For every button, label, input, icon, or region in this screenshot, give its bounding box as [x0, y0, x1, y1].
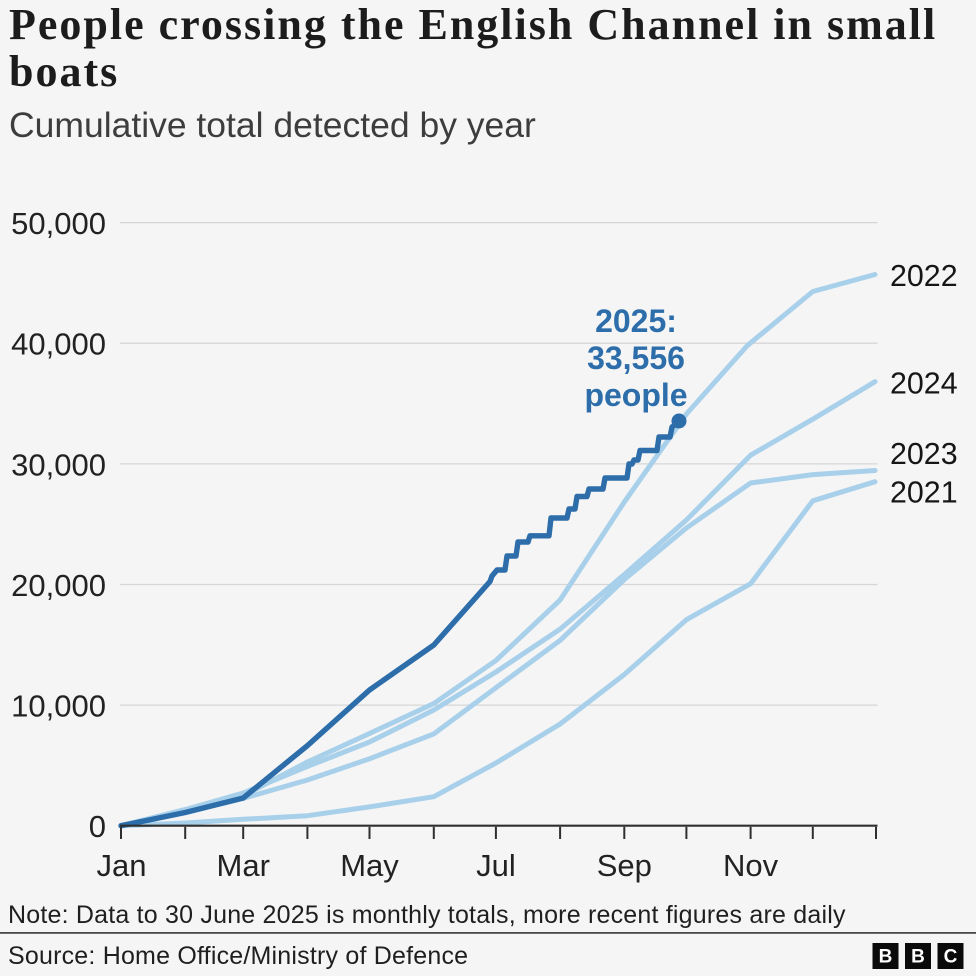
svg-text:Nov: Nov — [723, 848, 779, 883]
svg-text:20,000: 20,000 — [11, 568, 106, 603]
svg-text:2022: 2022 — [890, 259, 958, 293]
svg-text:Mar: Mar — [217, 848, 270, 883]
svg-text:people: people — [584, 377, 687, 413]
svg-text:40,000: 40,000 — [11, 327, 106, 362]
svg-text:0: 0 — [89, 809, 106, 844]
svg-text:C: C — [944, 947, 958, 968]
svg-text:2023: 2023 — [890, 437, 958, 471]
svg-text:30,000: 30,000 — [11, 447, 106, 482]
svg-text:10,000: 10,000 — [11, 689, 106, 724]
svg-text:B: B — [911, 947, 925, 968]
svg-text:Jul: Jul — [476, 848, 516, 883]
svg-text:Jan: Jan — [97, 848, 147, 883]
svg-text:2021: 2021 — [890, 476, 958, 510]
svg-text:33,556: 33,556 — [587, 340, 685, 376]
svg-text:May: May — [340, 848, 399, 883]
svg-text:Note: Data to 30 June 2025 is: Note: Data to 30 June 2025 is monthly to… — [8, 901, 846, 929]
svg-text:Sep: Sep — [597, 848, 652, 883]
svg-text:People crossing the English Ch: People crossing the English Channel in s… — [9, 0, 937, 49]
svg-text:boats: boats — [9, 47, 119, 96]
svg-text:2025:: 2025: — [595, 303, 677, 339]
svg-text:Source: Home Office/Ministry o: Source: Home Office/Ministry of Defence — [8, 942, 468, 970]
svg-text:B: B — [879, 947, 893, 968]
svg-text:Cumulative total detected by y: Cumulative total detected by year — [9, 105, 536, 145]
svg-text:2024: 2024 — [890, 367, 958, 401]
svg-text:50,000: 50,000 — [11, 206, 106, 241]
